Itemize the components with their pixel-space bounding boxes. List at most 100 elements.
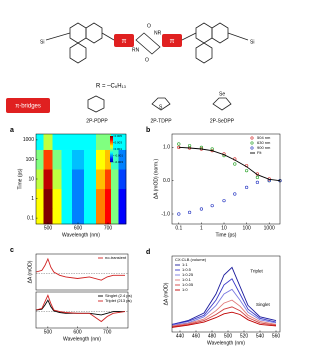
x-tick-label: 540 (256, 333, 265, 339)
legend-label: Triplet (213 ps) (105, 298, 132, 303)
heat-cell (43, 169, 53, 190)
colorbar-step (110, 136, 113, 138)
heat-cell (72, 169, 85, 190)
data-point (210, 204, 214, 208)
colorbar-step (110, 139, 113, 142)
heat-cell (52, 134, 62, 150)
legend-label: 504 nm (257, 135, 271, 140)
x-tick-label: 560 (272, 333, 281, 339)
heat-cell (72, 208, 85, 225)
heat-cell (43, 208, 53, 225)
y-axis-label: ΔA (mOD) (norm.) (153, 159, 159, 200)
annotation: Singlet (256, 302, 271, 307)
colorbar-step (110, 147, 113, 150)
legend-label: 1:0.1 (182, 277, 192, 282)
colorbar-step (110, 158, 113, 160)
heat-cell (61, 208, 73, 225)
scheme: π O NR RN O π Si Si R = –C₆H₁₃ π-bridges… (6, 22, 254, 124)
colorbar-step (110, 151, 113, 154)
colorbar-step (110, 145, 113, 147)
molecule-name: 2P-TDPP (150, 118, 172, 124)
heat-cell (61, 169, 73, 190)
heat-cell (105, 188, 112, 209)
heat-cell (72, 188, 85, 209)
heat-cell (96, 134, 106, 150)
molecule-name: 2P-SeDPP (210, 118, 235, 124)
series-line (171, 311, 277, 328)
pi-label: π (122, 38, 127, 45)
legend-label: no-transient (105, 255, 127, 260)
heat-cell (111, 149, 119, 170)
heat-cell (111, 208, 119, 225)
heat-cell (84, 188, 97, 209)
series-line (171, 299, 277, 327)
x-tick-label: 480 (208, 333, 217, 339)
atom: Si (250, 39, 254, 45)
heat-cell (61, 188, 73, 209)
plot-frame (35, 291, 129, 329)
atom: NR (154, 30, 162, 36)
legend-swatch (250, 136, 254, 140)
legend-label: 1:1 (182, 262, 188, 267)
data-point (177, 142, 181, 146)
heat-cell (36, 169, 44, 190)
heat-cell (96, 188, 106, 209)
x-axis-label: Wavelength (nm) (207, 340, 245, 346)
atom: O (147, 23, 151, 29)
heat-cell (111, 169, 119, 190)
colorbar-step (110, 159, 113, 161)
legend-label: 900 nm (257, 145, 271, 150)
y-tick-label: 1 (31, 196, 34, 202)
heat-cell (52, 188, 62, 209)
y-tick-label: 0.1 (27, 215, 34, 221)
colorbar-tick-label: 0.005 (115, 134, 123, 138)
x-tick-label: 460 (192, 333, 201, 339)
data-point (233, 162, 237, 166)
heat-cell (72, 149, 85, 170)
heat-cell (111, 188, 119, 209)
colorbar-step (110, 146, 113, 148)
heat-cell (36, 208, 44, 225)
atom: O (145, 57, 149, 63)
series-line (35, 294, 126, 323)
data-point (222, 199, 226, 203)
x-tick-label: 1 (200, 225, 203, 231)
x-tick-label: 10 (221, 225, 227, 231)
panel-label: d (146, 249, 150, 256)
series-line (178, 146, 281, 182)
colorbar-step (110, 160, 113, 163)
plot-frame (171, 255, 281, 333)
colorbar-step (110, 154, 113, 156)
annotation: Triplet (250, 268, 263, 273)
heat-cell (105, 134, 112, 150)
data-point (210, 147, 214, 151)
data-point (255, 175, 259, 179)
heat-cell (118, 208, 127, 225)
heat-cell (84, 134, 97, 150)
colorbar-step (110, 142, 113, 144)
x-tick-label: 500 (224, 333, 233, 339)
colorbar-step (110, 141, 113, 143)
x-tick-label: 500 (44, 225, 53, 231)
series-line (171, 278, 277, 325)
colorbar-step (110, 143, 113, 146)
legend-swatch (250, 146, 254, 150)
heat-cell (118, 149, 127, 170)
figure: π O NR RN O π Si Si R = –C₆H₁₃ π-bridges… (6, 22, 282, 346)
x-axis-label: Wavelength (nm) (63, 336, 101, 342)
data-point (199, 145, 204, 149)
y-tick-label: 1.0 (163, 145, 170, 151)
colorbar-tick-label: 0.003 (115, 140, 123, 144)
x-tick-label: 500 (44, 329, 53, 335)
x-tick-label: 600 (73, 329, 82, 335)
heat-cell (84, 208, 97, 225)
colorbar-step (110, 156, 113, 159)
x-tick-label: 440 (176, 333, 185, 339)
panel-label: b (146, 127, 150, 134)
series-line (35, 257, 125, 281)
heat-cell (105, 208, 112, 225)
legend-title: CX:CLB (volume) (175, 257, 207, 262)
heat-cell (118, 188, 127, 209)
atom: S (159, 104, 163, 110)
data-point (245, 185, 249, 189)
